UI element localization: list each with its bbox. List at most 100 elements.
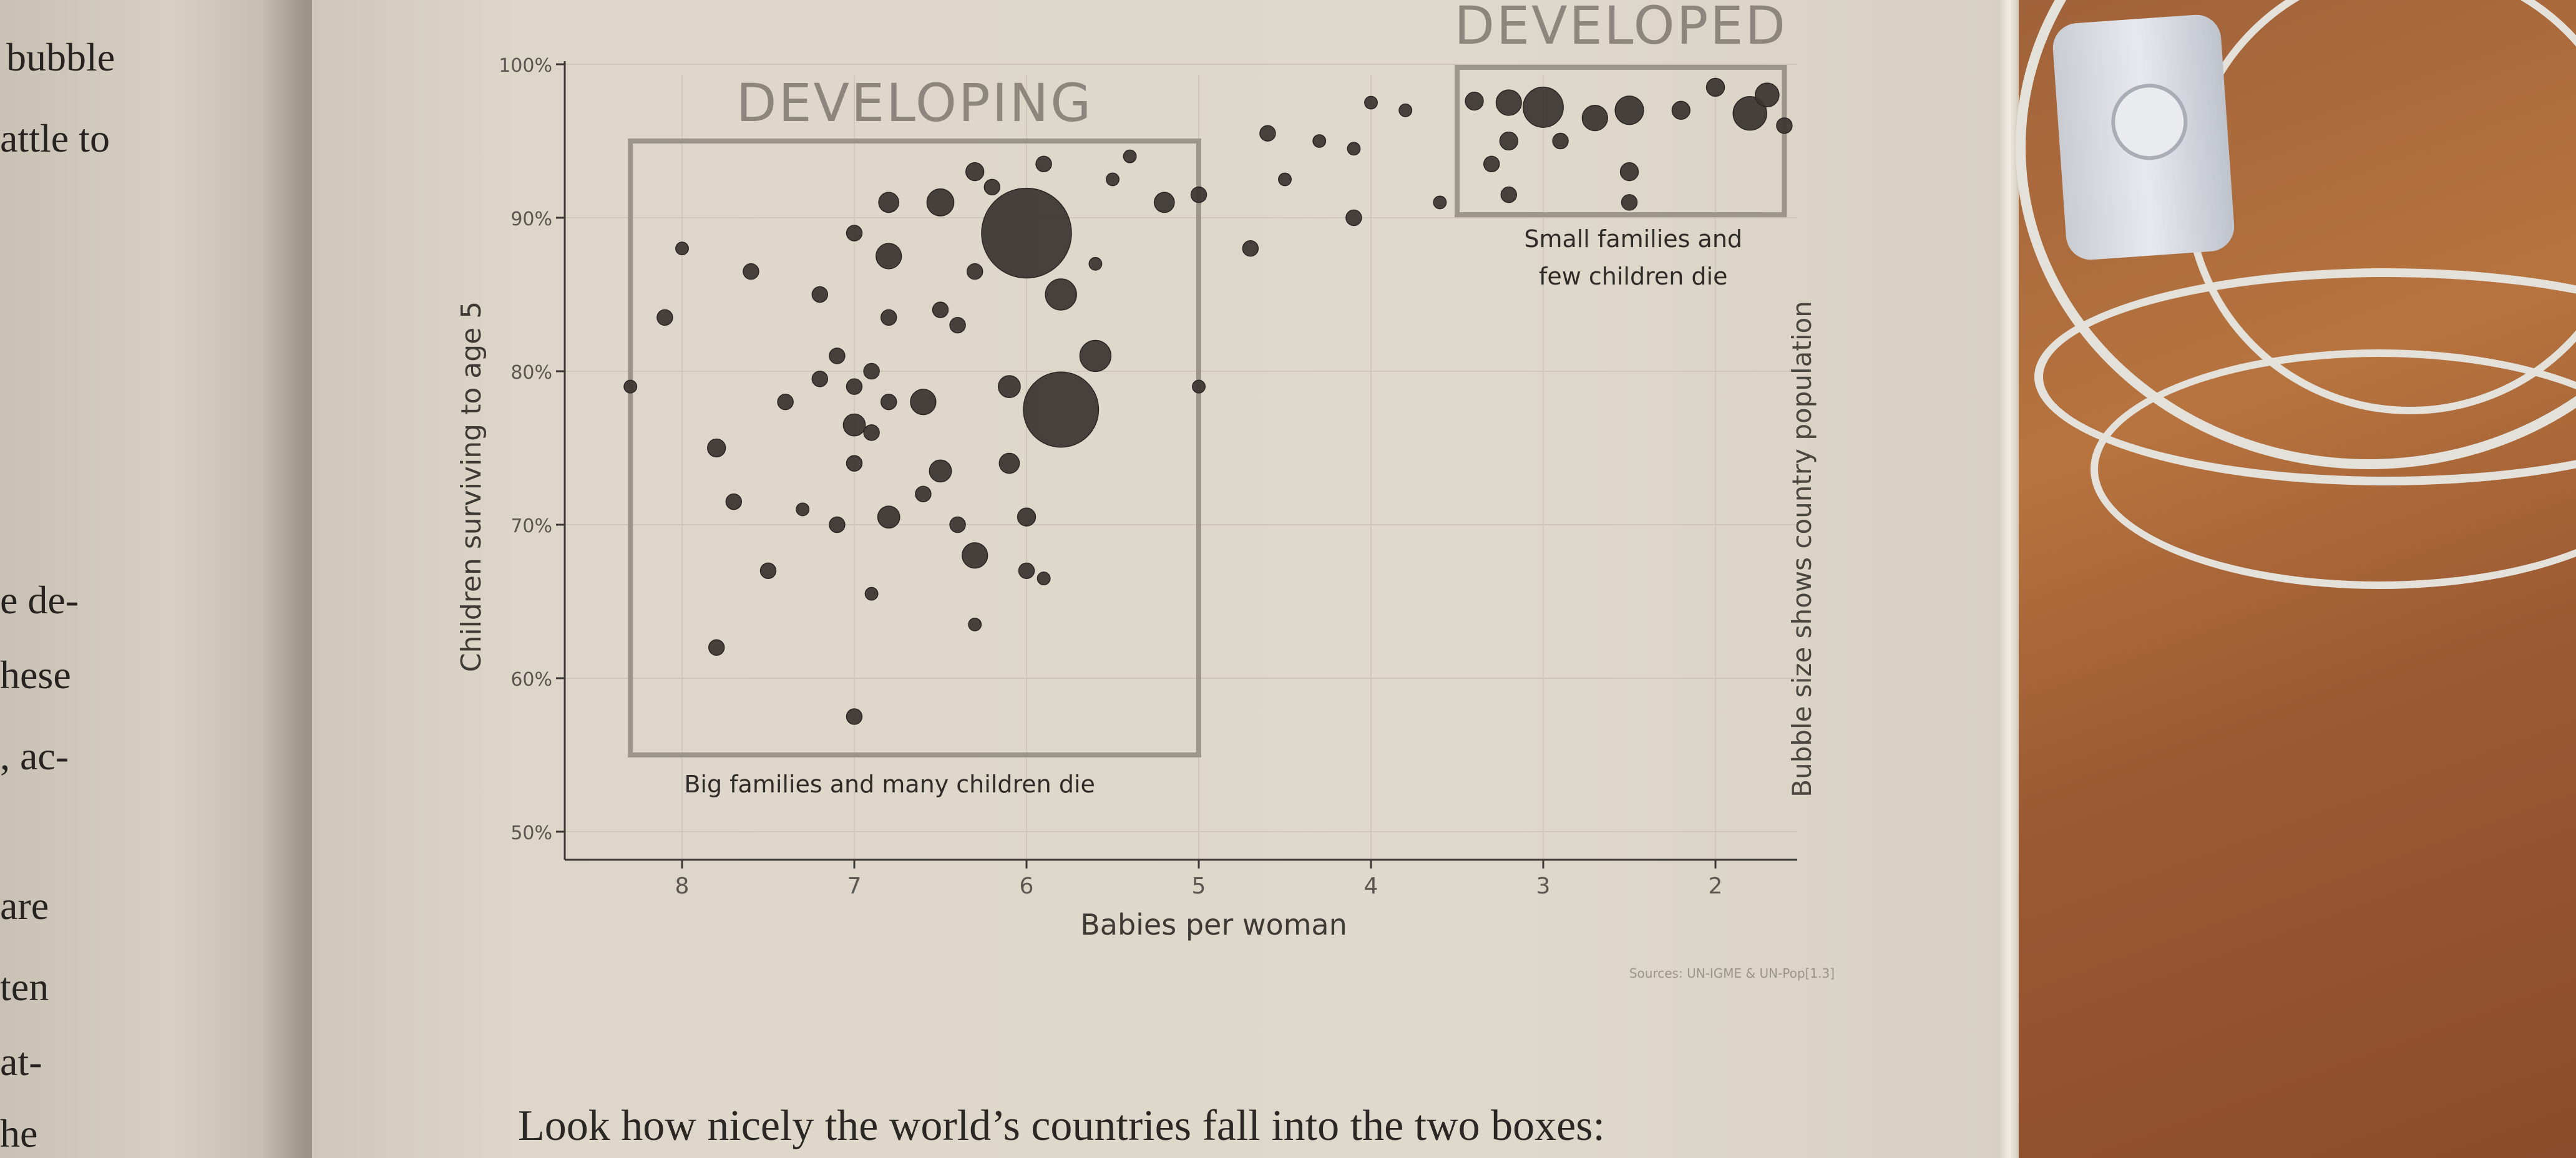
region-caption: Big families and many children die [684, 771, 1095, 798]
x-tick-label: 4 [1364, 873, 1378, 899]
data-bubble [1552, 132, 1569, 150]
data-bubble [932, 301, 949, 318]
data-bubble [1495, 89, 1522, 116]
data-bubble [1433, 195, 1447, 210]
data-bubble [1278, 172, 1292, 187]
data-bubble [1483, 155, 1500, 173]
data-bubble [998, 375, 1021, 398]
data-bubble [796, 502, 810, 517]
data-bubble [983, 178, 1001, 196]
data-bubble [968, 617, 982, 631]
left-page-text: e de- [0, 578, 79, 622]
data-bubble [880, 393, 897, 411]
left-page-text: bubble [6, 35, 115, 79]
region-title: DEVELOPED [1454, 0, 1787, 56]
left-page-text: are [0, 883, 49, 928]
x-tick-label: 5 [1192, 873, 1206, 899]
y-tick-label: 50% [510, 822, 552, 844]
left-page-text: he [0, 1111, 38, 1156]
data-bubble [1035, 155, 1052, 173]
data-bubble [863, 424, 880, 441]
data-bubble [707, 438, 726, 458]
y-tick-label: 90% [510, 208, 552, 230]
x-tick-label: 8 [675, 873, 690, 899]
left-page-text: ten [0, 965, 49, 1009]
data-bubble [910, 389, 937, 416]
data-bubble [842, 413, 866, 437]
data-bubble [1465, 91, 1484, 111]
chart-axes: 50% 60% 70% 80% 90% 100% 8 7 6 5 4 3 2 [499, 55, 1797, 899]
data-bubble [1347, 142, 1361, 156]
data-bubble [1523, 86, 1564, 128]
bubble-points [623, 77, 1793, 725]
data-bubble [1619, 162, 1639, 182]
data-bubble [656, 309, 673, 326]
data-bubble [1017, 507, 1037, 527]
x-tick-label: 7 [847, 873, 862, 899]
data-bubble [981, 187, 1072, 279]
data-bubble [1499, 131, 1518, 151]
data-bubble [811, 371, 829, 387]
left-book-page [0, 0, 312, 1158]
data-bubble [1776, 117, 1793, 134]
data-bubble [1018, 562, 1035, 580]
region-title: DEVELOPING [736, 72, 1093, 134]
data-bubble [759, 562, 777, 580]
data-bubble [777, 393, 794, 411]
data-bubble [725, 493, 743, 510]
data-bubble [675, 241, 689, 256]
data-bubble [846, 225, 863, 241]
data-bubble [829, 348, 846, 364]
data-bubble [949, 516, 966, 533]
region-box [628, 139, 1201, 757]
data-bubble [864, 586, 879, 601]
data-bubble [962, 542, 988, 569]
data-bubble [966, 263, 983, 280]
data-bubble [1581, 104, 1608, 132]
data-bubble [863, 362, 880, 380]
data-bubble [880, 309, 897, 326]
data-bubble [878, 192, 900, 213]
data-bubble [1088, 256, 1103, 271]
left-page-text: attle to [0, 116, 110, 160]
data-bubble [1190, 186, 1208, 203]
data-bubble [1500, 186, 1518, 203]
data-bubble [1192, 379, 1206, 394]
data-bubble [846, 455, 863, 472]
data-bubble [1614, 95, 1644, 125]
x-tick-label: 3 [1536, 873, 1551, 899]
y-tick-label: 60% [510, 669, 552, 691]
data-bubble [743, 263, 759, 280]
data-bubble [1755, 82, 1780, 107]
data-bubble [1345, 209, 1362, 226]
data-bubble [1312, 134, 1327, 148]
x-tick-label: 6 [1020, 873, 1034, 899]
region-box [1455, 64, 1787, 218]
data-bubble [1398, 103, 1413, 117]
data-bubble [1106, 172, 1120, 187]
region-caption: Small families and [1524, 225, 1742, 253]
data-bubble [708, 639, 725, 656]
y-axis-label: Children surviving to age 5 [456, 301, 487, 672]
data-bubble [1023, 371, 1100, 448]
y-tick-label: 70% [510, 515, 552, 537]
data-bubble [846, 708, 863, 725]
data-bubble [1123, 149, 1137, 163]
data-bubble [1364, 95, 1378, 110]
y-tick-label: 100% [499, 55, 552, 77]
data-bubble [965, 162, 985, 182]
y-tick-label: 80% [510, 362, 552, 384]
data-bubble [1045, 278, 1077, 311]
data-bubble [876, 243, 902, 270]
data-bubble [1671, 100, 1690, 120]
chart-grid [565, 64, 1797, 860]
data-bubble [926, 188, 955, 217]
x-tick-label: 2 [1709, 873, 1723, 899]
left-page-text: at- [0, 1039, 42, 1084]
data-bubble [1153, 192, 1175, 213]
data-bubble [1732, 96, 1767, 131]
data-bubble [949, 316, 966, 334]
data-bubble [929, 459, 952, 483]
